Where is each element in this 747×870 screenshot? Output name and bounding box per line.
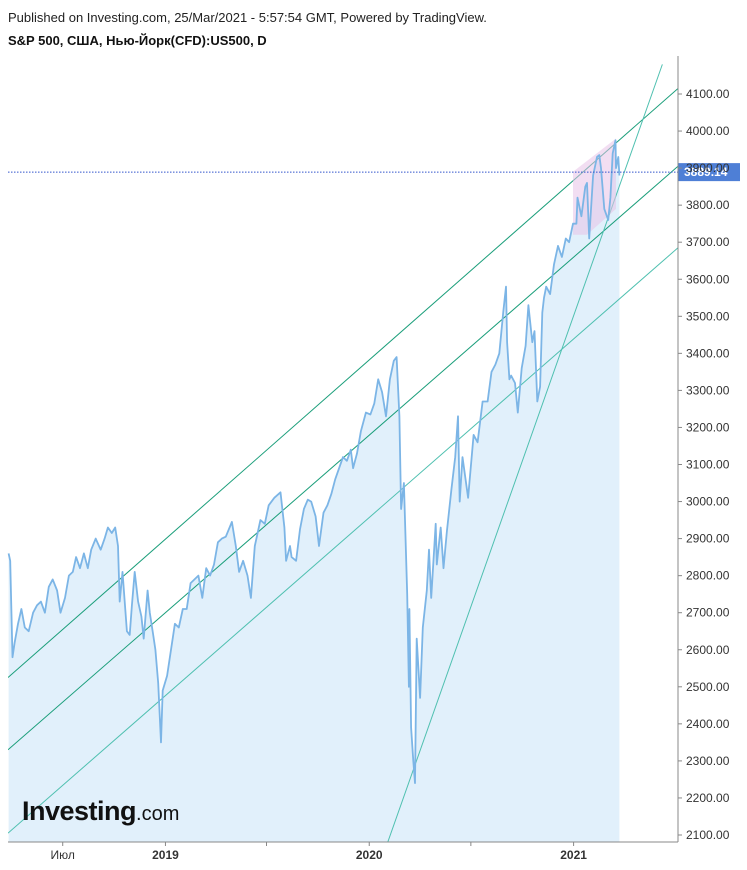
- logo-domain: .com: [136, 803, 180, 825]
- current-price-group: 3889.14: [8, 163, 740, 182]
- x-tick-label: Июл: [51, 848, 75, 862]
- price-series-group: [7, 139, 621, 784]
- price-line: [7, 139, 621, 784]
- x-tick-label: 2021: [560, 848, 587, 862]
- y-tick-label: 2700.00: [686, 606, 730, 620]
- logo-brand: Investing: [22, 796, 137, 826]
- y-tick-label: 2300.00: [686, 754, 730, 768]
- y-tick-label: 3500.00: [686, 309, 730, 323]
- current-price-tag: [678, 163, 740, 182]
- price-area: [8, 140, 620, 843]
- y-tick-label: 3200.00: [686, 420, 730, 434]
- y-tick-label: 3100.00: [686, 458, 730, 472]
- y-tick-label: 2100.00: [686, 828, 730, 842]
- y-tick-label: 2600.00: [686, 643, 730, 657]
- y-tick-label: 2800.00: [686, 569, 730, 583]
- investing-logo: Investing.com: [22, 796, 179, 827]
- y-tick-label: 2500.00: [686, 680, 730, 694]
- published-caption: Published on Investing.com, 25/Mar/2021 …: [8, 10, 487, 25]
- y-tick-label: 2400.00: [686, 717, 730, 731]
- y-tick-label: 2200.00: [686, 791, 730, 805]
- area-fill-group: [8, 140, 620, 843]
- symbol-title: S&P 500, США, Нью-Йорк(CFD):US500, D: [8, 33, 267, 48]
- y-tick-label: 3900.00: [686, 161, 730, 175]
- y-tick-label: 3400.00: [686, 346, 730, 360]
- y-tick-label: 2900.00: [686, 532, 730, 546]
- y-tick-label: 3700.00: [686, 235, 730, 249]
- x-tick-label: 2019: [152, 848, 179, 862]
- channel-lower-line: [8, 247, 678, 834]
- y-tick-label: 3800.00: [686, 198, 730, 212]
- y-tick-label: 4100.00: [686, 87, 730, 101]
- y-tick-label: 4000.00: [686, 124, 730, 138]
- y-tick-label: 3000.00: [686, 495, 730, 509]
- steep-trendline: [387, 64, 663, 842]
- y-tick-label: 3300.00: [686, 383, 730, 397]
- y-axis-ticks: 4100.00 4000.00 3900.00 3800.00 3700.00 3600.…: [678, 87, 730, 842]
- current-price-label: 3889.14: [684, 165, 728, 179]
- x-axis-ticks: Июл 2019 2020 2021: [51, 842, 587, 862]
- y-tick-label: 3600.00: [686, 272, 730, 286]
- x-tick-label: 2020: [356, 848, 383, 862]
